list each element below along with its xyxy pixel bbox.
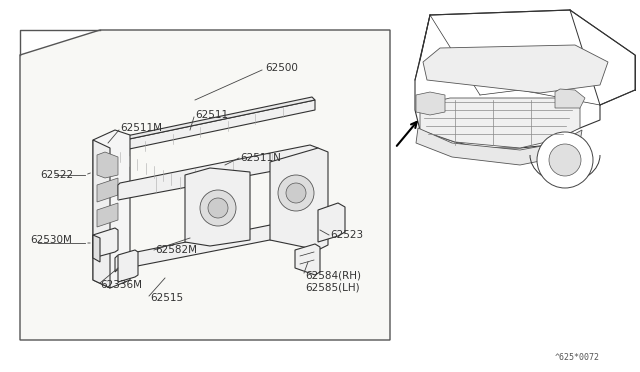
Text: 62500: 62500 xyxy=(265,63,298,73)
Polygon shape xyxy=(318,203,345,242)
Polygon shape xyxy=(420,98,580,148)
Polygon shape xyxy=(93,140,110,288)
Polygon shape xyxy=(20,30,390,340)
Polygon shape xyxy=(415,10,635,148)
Polygon shape xyxy=(118,250,138,282)
Polygon shape xyxy=(118,145,318,200)
Circle shape xyxy=(278,175,314,211)
Circle shape xyxy=(286,183,306,203)
Circle shape xyxy=(537,132,593,188)
Polygon shape xyxy=(98,97,315,148)
Polygon shape xyxy=(97,178,118,202)
Polygon shape xyxy=(97,152,118,178)
Text: 62523: 62523 xyxy=(330,230,363,240)
Text: 62515: 62515 xyxy=(150,293,183,303)
Polygon shape xyxy=(270,148,328,250)
Polygon shape xyxy=(115,222,290,272)
Text: 62511M: 62511M xyxy=(120,123,162,133)
Text: ^625*0072: ^625*0072 xyxy=(555,353,600,362)
Polygon shape xyxy=(93,130,130,288)
Polygon shape xyxy=(185,168,250,246)
Polygon shape xyxy=(93,228,118,258)
Text: 62336M: 62336M xyxy=(100,280,142,290)
Text: 62582M: 62582M xyxy=(155,245,197,255)
Circle shape xyxy=(208,198,228,218)
Circle shape xyxy=(200,190,236,226)
Text: 62511: 62511 xyxy=(195,110,228,120)
Polygon shape xyxy=(555,89,585,108)
Polygon shape xyxy=(93,235,100,262)
Polygon shape xyxy=(416,92,445,115)
Text: 62585(LH): 62585(LH) xyxy=(305,282,360,292)
Polygon shape xyxy=(295,244,320,275)
Polygon shape xyxy=(100,100,315,158)
Polygon shape xyxy=(97,203,118,227)
Text: 62584(RH): 62584(RH) xyxy=(305,270,361,280)
Text: 62530M: 62530M xyxy=(30,235,72,245)
Polygon shape xyxy=(423,45,608,93)
Text: 62522: 62522 xyxy=(40,170,73,180)
Circle shape xyxy=(549,144,581,176)
Text: 62511N: 62511N xyxy=(240,153,281,163)
Polygon shape xyxy=(416,128,582,165)
